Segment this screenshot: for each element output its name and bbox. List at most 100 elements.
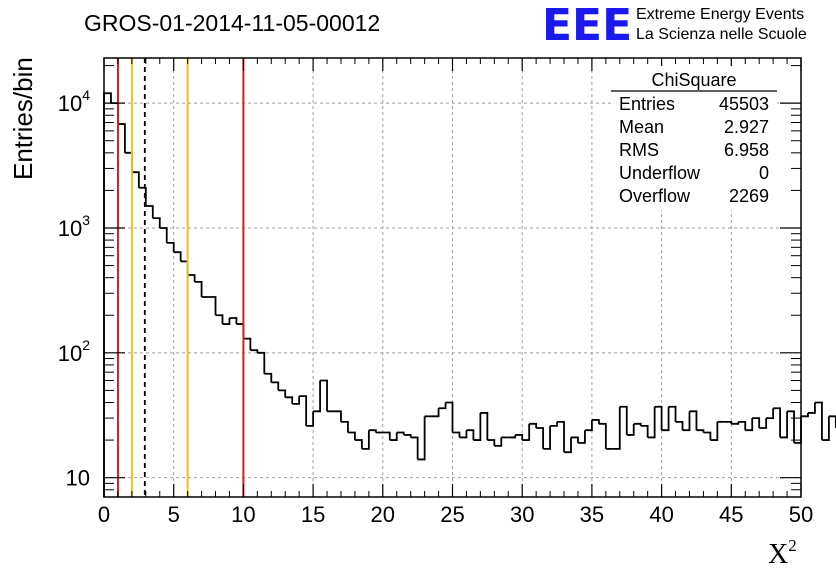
histogram-bin <box>731 421 740 425</box>
x-tick-label: 5 <box>168 502 180 527</box>
histogram-bin <box>361 430 370 450</box>
histogram-bin <box>759 418 768 429</box>
histogram-layer <box>103 92 836 497</box>
stats-row-label: Overflow <box>619 186 691 206</box>
histogram-bin <box>536 427 545 449</box>
y-tick-label: 104 <box>58 87 90 116</box>
histogram-bin <box>431 408 440 418</box>
histogram-bin <box>138 186 147 207</box>
histogram-bin <box>557 420 565 453</box>
histogram-bin <box>271 381 280 391</box>
histogram-bin <box>633 422 642 426</box>
histogram-bin <box>752 417 761 428</box>
histogram-bin <box>564 437 572 454</box>
stats-box: ChiSquare Entries 45503 Mean 2.927 RMS 6.958 U… <box>611 66 777 210</box>
y-axis-label: Entries/bin <box>8 57 38 180</box>
histogram-bin <box>222 318 231 325</box>
y-tick-label: 103 <box>58 212 90 241</box>
histogram-bin <box>598 422 607 449</box>
histogram-bin <box>194 280 203 298</box>
stats-row-label: Entries <box>619 94 675 114</box>
histogram-bin <box>773 407 781 438</box>
stats-box-background <box>611 66 777 210</box>
x-tick-label: 30 <box>510 502 534 527</box>
histogram-bin <box>313 380 321 413</box>
histogram-bin <box>619 405 628 435</box>
histogram-bin <box>215 314 224 325</box>
histogram-bin <box>131 171 140 188</box>
histogram-bin <box>236 323 245 339</box>
stats-row-value: 6.958 <box>724 140 769 160</box>
histogram-bin <box>445 401 454 433</box>
histogram-bin <box>257 351 266 374</box>
y-tick-label-base: 10 <box>58 216 82 241</box>
histogram-bin <box>166 241 175 253</box>
histogram-bin <box>459 430 468 439</box>
x-tick-label: 15 <box>301 502 325 527</box>
histogram-bin <box>306 411 314 427</box>
histogram-bin <box>173 251 182 262</box>
histogram-bin <box>529 422 538 428</box>
stats-row-value: 2.927 <box>724 117 769 137</box>
histogram-bin <box>626 423 635 436</box>
histogram-bin <box>299 395 308 426</box>
x-axis-label: X2 <box>768 536 797 570</box>
histogram-bin <box>292 396 301 405</box>
stats-row-value: 0 <box>759 163 769 183</box>
histogram-bin <box>480 412 489 441</box>
y-tick-label-exponent: 2 <box>82 337 90 353</box>
histogram-bin <box>794 416 802 444</box>
eee-logo: EEE <box>542 0 632 51</box>
x-tick-label: 0 <box>98 502 110 527</box>
y-tick-label: 102 <box>58 337 90 366</box>
histogram-bin <box>577 430 586 444</box>
histogram-bin <box>570 436 579 443</box>
x-tick-label: 35 <box>580 502 604 527</box>
histogram-bin <box>828 415 836 428</box>
reference-lines <box>116 58 245 497</box>
y-tick-label-exponent: 3 <box>82 212 90 228</box>
histogram-bin <box>675 420 684 431</box>
histogram-bin <box>640 424 649 438</box>
histogram-bin <box>152 217 161 228</box>
stats-row-value: 2269 <box>729 186 769 206</box>
histogram-bin <box>159 227 168 243</box>
histogram-bin <box>229 317 238 325</box>
histogram-bin <box>396 431 405 435</box>
histogram-bin <box>724 420 733 424</box>
histogram-bin <box>278 389 287 398</box>
x-tick-label: 40 <box>649 502 673 527</box>
histogram-bin <box>668 405 677 422</box>
histogram-bin <box>487 439 496 446</box>
histogram-bin <box>780 411 788 439</box>
histogram-bin <box>368 429 377 433</box>
stats-row-label: Mean <box>619 117 664 137</box>
histogram-bin <box>417 416 426 461</box>
histogram-bin <box>550 421 558 427</box>
logo-line-2: La Scienza nelle Scuole <box>636 26 807 43</box>
histogram-bin <box>766 408 775 420</box>
histogram-bin <box>103 92 112 497</box>
histogram-bin <box>807 402 816 414</box>
histogram-bin <box>320 379 328 412</box>
histogram-bin <box>243 337 252 351</box>
histogram-bin <box>382 431 391 441</box>
histogram-bin <box>110 102 119 125</box>
histogram-bin <box>738 420 747 431</box>
histogram-bin <box>787 410 795 443</box>
histogram-bin <box>389 432 398 441</box>
axis-ticks <box>103 58 802 497</box>
histogram-bin <box>145 205 154 219</box>
histogram-bin <box>612 406 621 450</box>
x-tick-label: 25 <box>440 502 464 527</box>
x-axis-label-superscript: 2 <box>788 536 797 555</box>
histogram-bin <box>334 410 342 422</box>
histogram-bin <box>543 425 551 450</box>
stats-box-title: ChiSquare <box>651 70 736 90</box>
histogram-bin <box>696 429 705 433</box>
x-tick-label: 10 <box>231 502 255 527</box>
y-tick-label-base: 10 <box>58 91 82 116</box>
histogram-bin <box>180 260 189 276</box>
